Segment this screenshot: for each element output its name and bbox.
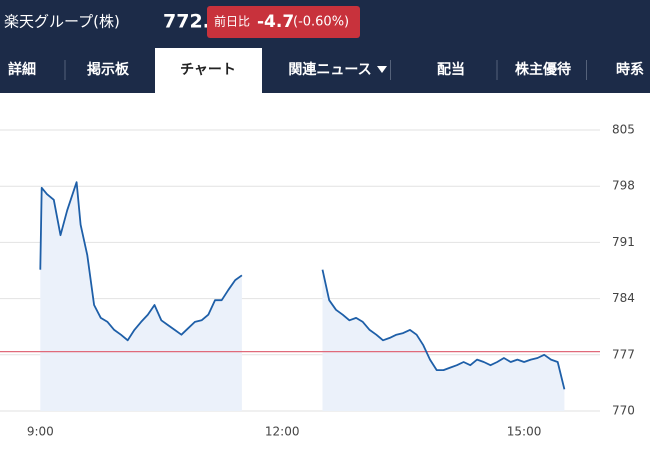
y-tick-label: 777 (612, 347, 635, 361)
dropdown-arrow (377, 66, 387, 73)
x-tick-label: 12:00 (265, 425, 300, 439)
price-line (39, 181, 566, 390)
change-label: 前日比 (214, 14, 250, 29)
y-tick-label: 784 (612, 291, 635, 305)
x-tick-label: 15:00 (507, 425, 542, 439)
y-tick-label: 805 (612, 123, 635, 137)
y-tick-label: 791 (612, 235, 635, 249)
area-fill (40, 182, 242, 411)
change-badge (207, 6, 360, 38)
tab[interactable]: 株主優待 (515, 61, 571, 78)
change: -4.7 (257, 12, 294, 32)
tab[interactable]: 配当 (437, 61, 465, 78)
x-tick-label: 9:00 (27, 425, 54, 439)
change-pct: (-0.60%) (293, 15, 349, 30)
tab[interactable]: チャート (180, 62, 236, 78)
active-tab-bg (155, 48, 262, 93)
stock-name: 楽天グループ(株) (4, 13, 120, 31)
y-tick-label: 798 (612, 179, 635, 193)
area-fill (322, 269, 565, 411)
tab[interactable]: 掲示板 (87, 61, 130, 78)
y-tick-label: 770 (612, 404, 635, 418)
tab[interactable]: 関連ニュース (288, 61, 371, 78)
tab[interactable]: 時系 (616, 61, 644, 78)
tab[interactable]: 詳細 (8, 61, 36, 78)
tab-bar (0, 46, 650, 93)
